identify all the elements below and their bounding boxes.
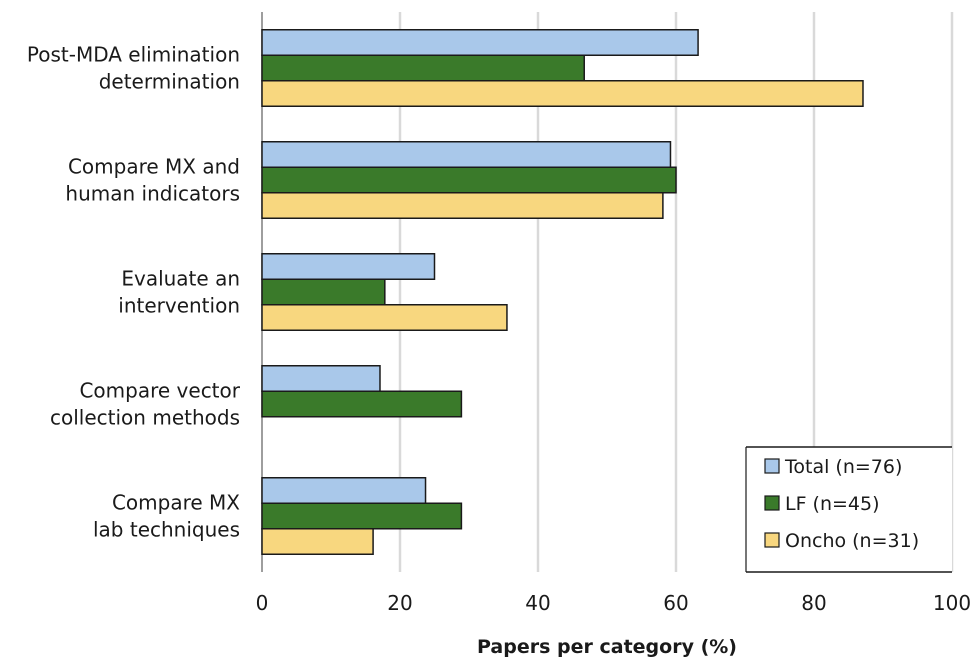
bar [261,304,508,331]
bar [261,54,585,82]
legend-swatch [764,532,780,548]
category-label: lab techniques [93,518,240,542]
category-label: Compare MX and [68,155,240,179]
bar [261,141,672,168]
x-tick-label: 100 [933,591,971,615]
bar [261,80,864,107]
x-tick-label: 80 [801,591,826,615]
bar [261,278,386,306]
category-label: Compare vector [79,379,240,403]
bar [261,477,427,504]
legend-background [746,447,952,572]
legend-label: Total (n=76) [784,456,902,478]
bar [261,365,381,392]
legend-label: Oncho (n=31) [785,530,919,552]
bar [261,528,374,555]
category-label: Compare MX [112,491,240,515]
bar [261,502,463,530]
category-labels: Post-MDA elimination determination Compare… [27,43,241,542]
legend: Total (n=76) LF (n=45) Oncho (n=31) [745,446,952,573]
x-tick-label: 60 [663,591,688,615]
x-tick-label: 0 [256,591,269,615]
x-tick-label: 20 [387,591,412,615]
x-tick-label: 40 [525,591,550,615]
category-label: human indicators [65,182,240,206]
category-label: collection methods [50,406,240,430]
bar [261,166,677,194]
category-label: Evaluate an [121,267,240,291]
category-label: determination [99,70,240,94]
x-tick-labels: 0 20 40 60 80 100 [256,591,971,615]
bar-layer [261,29,864,555]
bar [261,390,463,418]
bar [261,29,699,56]
legend-swatch [764,458,780,474]
x-axis-title: Papers per category (%) [477,636,737,658]
bar [261,253,436,280]
bar [261,192,664,219]
category-label: intervention [118,294,240,318]
legend-swatch [764,495,780,511]
legend-label: LF (n=45) [785,493,880,515]
category-label: Post-MDA elimination [27,43,240,67]
